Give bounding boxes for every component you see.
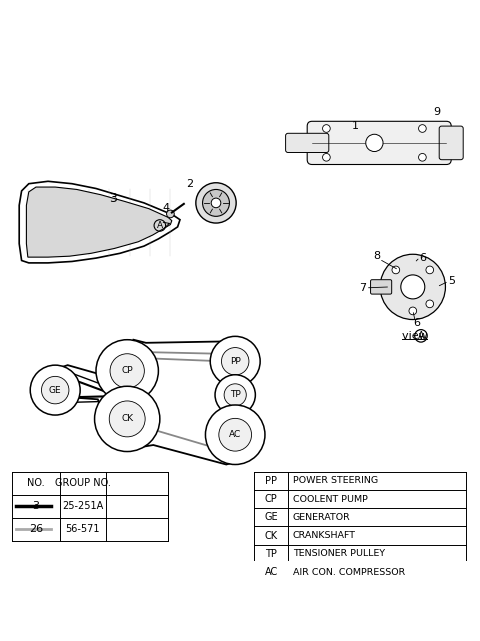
Circle shape	[426, 266, 433, 274]
Text: 8: 8	[373, 251, 380, 261]
Text: AC: AC	[264, 567, 278, 577]
Circle shape	[203, 190, 229, 217]
PathPatch shape	[19, 181, 180, 263]
Circle shape	[401, 275, 425, 299]
Circle shape	[167, 210, 174, 218]
Circle shape	[419, 153, 426, 161]
Circle shape	[366, 134, 383, 151]
Circle shape	[41, 376, 69, 404]
Text: 1: 1	[352, 121, 359, 131]
Text: 56-571: 56-571	[66, 524, 100, 535]
Circle shape	[392, 266, 400, 274]
Text: NO.: NO.	[27, 478, 45, 488]
Circle shape	[219, 419, 252, 451]
Circle shape	[221, 347, 249, 375]
Text: 25-251A: 25-251A	[62, 501, 103, 512]
Text: 2: 2	[186, 179, 193, 188]
Circle shape	[409, 307, 417, 315]
Text: PP: PP	[265, 476, 277, 486]
Text: A: A	[157, 221, 163, 230]
Circle shape	[95, 387, 160, 451]
Text: 4: 4	[162, 203, 169, 213]
Circle shape	[196, 183, 236, 223]
FancyBboxPatch shape	[286, 133, 329, 153]
Text: AC: AC	[229, 430, 241, 439]
Text: 6: 6	[413, 318, 420, 328]
Text: 5: 5	[448, 276, 455, 286]
Text: CK: CK	[121, 414, 133, 424]
Text: GE: GE	[264, 512, 278, 522]
Circle shape	[224, 384, 246, 406]
Text: AIR CON. COMPRESSOR: AIR CON. COMPRESSOR	[293, 567, 405, 576]
Circle shape	[211, 198, 221, 208]
FancyBboxPatch shape	[371, 279, 392, 294]
Text: CP: CP	[265, 494, 277, 504]
Circle shape	[110, 354, 144, 388]
Text: POWER STEERING: POWER STEERING	[293, 476, 378, 485]
FancyBboxPatch shape	[307, 121, 451, 165]
Text: A: A	[418, 331, 424, 341]
Text: GENERATOR: GENERATOR	[293, 513, 350, 522]
Text: CK: CK	[264, 531, 278, 540]
Circle shape	[215, 375, 255, 415]
Text: 6: 6	[419, 253, 426, 263]
Text: GE: GE	[49, 386, 61, 395]
Text: COOLENT PUMP: COOLENT PUMP	[293, 495, 368, 504]
Text: PP: PP	[230, 357, 240, 366]
PathPatch shape	[26, 187, 172, 257]
FancyBboxPatch shape	[439, 126, 463, 160]
Circle shape	[426, 300, 433, 308]
Text: GROUP NO.: GROUP NO.	[55, 478, 111, 488]
Circle shape	[205, 405, 265, 465]
Text: CRANKSHAFT: CRANKSHAFT	[293, 531, 356, 540]
Text: 9: 9	[433, 106, 440, 117]
Text: TP: TP	[265, 549, 277, 559]
Text: view: view	[402, 331, 432, 341]
Text: 7: 7	[359, 283, 366, 293]
Circle shape	[30, 365, 80, 415]
Text: TENSIONER PULLEY: TENSIONER PULLEY	[293, 549, 385, 558]
Text: 3: 3	[33, 501, 39, 512]
Circle shape	[96, 340, 158, 402]
Circle shape	[210, 337, 260, 387]
Text: 3: 3	[109, 192, 117, 204]
Circle shape	[323, 124, 330, 132]
Text: 26: 26	[29, 524, 43, 535]
Text: CP: CP	[121, 367, 133, 376]
Circle shape	[109, 401, 145, 437]
Circle shape	[323, 153, 330, 161]
Circle shape	[380, 254, 445, 320]
Circle shape	[419, 124, 426, 132]
Text: TP: TP	[230, 390, 240, 399]
